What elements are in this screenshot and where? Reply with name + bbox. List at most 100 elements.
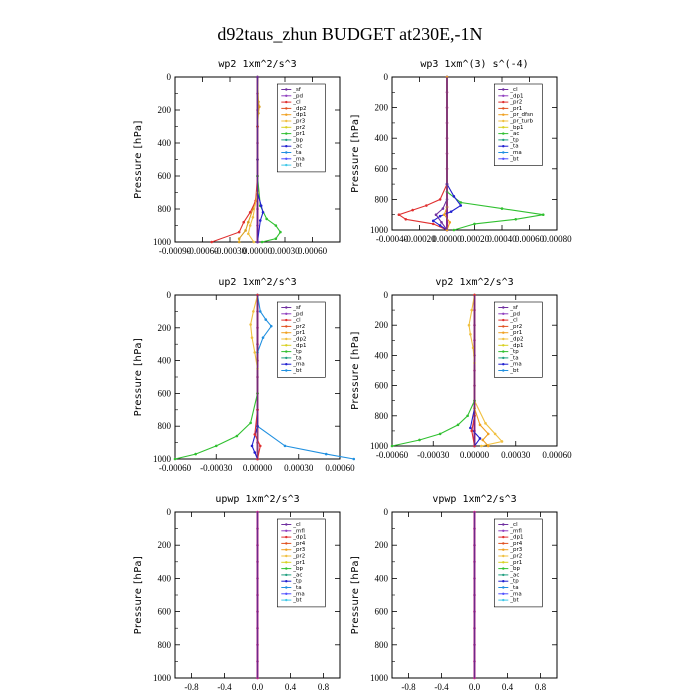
series-marker (452, 195, 456, 198)
series-marker (249, 323, 252, 326)
series-marker (411, 208, 414, 212)
legend-marker (502, 561, 505, 564)
series-marker (249, 421, 252, 425)
legend-marker (502, 356, 505, 360)
x-tick-label: -0.00040 (376, 234, 409, 244)
x-tick-label: -0.00060 (186, 246, 219, 256)
legend-entry: _pr4 (509, 541, 523, 547)
panel-2: wp3 1xm^(3) s^(-4) Pressure [hPa] 0 200 400 6… (350, 59, 572, 244)
legend-entry: _ac (292, 572, 302, 578)
legend-entry: _ma (292, 156, 304, 162)
legend-entry: _pr1 (509, 560, 522, 566)
legend-entry: _tp (292, 349, 302, 355)
series-marker (440, 221, 443, 224)
legend-marker (285, 586, 288, 589)
legend-marker (502, 567, 505, 570)
x-tick-label: -0.00060 (159, 463, 192, 473)
legend-marker (502, 138, 505, 142)
legend-marker (502, 350, 505, 353)
legend-entry: _bt (292, 598, 302, 604)
x-tick-label: -0.00030 (214, 246, 247, 256)
x-tick-label: -0.8 (184, 682, 199, 692)
y-tick-label: 0 (167, 507, 172, 517)
legend-entry: _dp1 (509, 343, 523, 349)
series-marker (425, 204, 428, 207)
x-tick-label: 0.00000 (243, 463, 273, 473)
y-tick-label: 200 (158, 540, 172, 550)
x-tick-label: 0.0 (252, 682, 264, 692)
series-marker (438, 214, 442, 218)
series-marker (242, 220, 246, 224)
series-marker (484, 422, 487, 425)
series-line (256, 294, 354, 460)
x-tick-label: 0.00000 (243, 246, 273, 256)
legend-marker (502, 306, 505, 309)
y-tick-label: 400 (158, 573, 172, 583)
series-marker (473, 222, 476, 226)
legend-entry: _dp2 (292, 337, 306, 343)
legend-marker (502, 94, 505, 98)
series-marker (418, 438, 421, 442)
y-tick-label: 600 (158, 388, 172, 398)
series-marker (244, 229, 247, 232)
series-line (211, 77, 259, 243)
x-tick-label: 0.4 (502, 682, 514, 692)
legend-marker (502, 523, 505, 526)
x-tick-label: 0.0 (469, 682, 481, 692)
series-marker (252, 240, 256, 244)
y-axis-label: Pressure [hPa] (133, 120, 144, 199)
legend-entry: _ac (509, 131, 519, 137)
y-tick-label: 200 (375, 540, 389, 550)
legend-marker (285, 580, 288, 583)
legend-marker (285, 523, 288, 526)
legend-entry: _pr2 (292, 324, 305, 330)
x-tick-label: 0.8 (535, 682, 547, 692)
legend-marker (285, 151, 288, 154)
legend-marker (502, 586, 505, 589)
series-marker (448, 221, 452, 224)
series-marker (500, 440, 504, 443)
legend-entry: _sf (509, 305, 519, 311)
series-marker (279, 230, 282, 234)
legend-entry: _tp (292, 579, 302, 585)
series-marker (352, 457, 356, 461)
legend-marker (285, 331, 288, 334)
x-tick-label: 0.00030 (284, 463, 314, 473)
series-marker (253, 351, 257, 354)
legend-entry: _pr2 (509, 554, 522, 560)
y-tick-label: 400 (158, 138, 172, 148)
legend-entry: _dp1 (509, 93, 523, 99)
legend-entry: _pd (292, 93, 303, 99)
legend-marker (502, 554, 505, 558)
y-tick-label: 600 (375, 607, 389, 617)
x-tick-label: -0.4 (434, 682, 449, 692)
legend-entry: _pr3 (509, 547, 523, 553)
legend-marker (285, 337, 288, 341)
panel-4: vp2 1xm^2/s^3 Pressure [hPa] 0 200 400 600 800… (350, 277, 572, 460)
legend-entry: _pr1 (509, 106, 522, 112)
y-tick-label: 400 (158, 356, 172, 366)
legend-entry: _ta (292, 585, 301, 591)
legend-marker (285, 535, 288, 539)
series-marker (194, 452, 197, 456)
y-tick-label: 1000 (153, 673, 172, 683)
series-marker (404, 217, 408, 221)
series-marker (486, 444, 490, 448)
y-tick-label: 600 (375, 164, 389, 174)
legend-marker (285, 132, 288, 135)
legend-entry: _cl (292, 100, 301, 106)
y-axis-label: Pressure [hPa] (133, 556, 144, 635)
legend-marker (285, 88, 288, 91)
legend-entry: _ma (509, 362, 521, 368)
series-marker (251, 215, 255, 219)
legend-entry: _dp1 (509, 535, 523, 541)
series-line (446, 77, 544, 231)
series-line (391, 295, 476, 447)
y-tick-label: 800 (375, 411, 389, 421)
x-tick-label: 0.00040 (487, 234, 517, 244)
series-marker (459, 201, 463, 204)
series-marker (247, 232, 250, 236)
series-marker (258, 105, 261, 108)
legend-entry: _cl (509, 87, 518, 93)
series-marker (237, 237, 241, 240)
